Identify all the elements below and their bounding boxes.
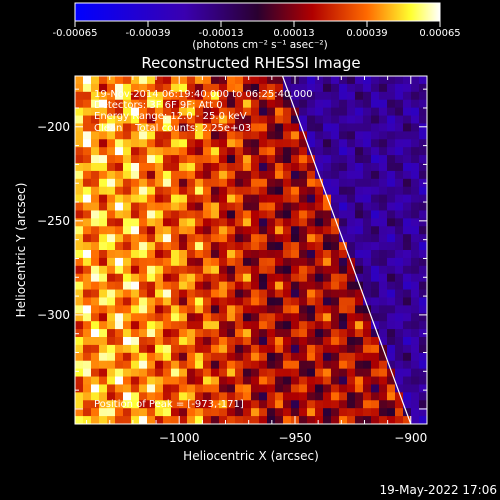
y-tick-label: −300 <box>37 308 70 322</box>
colorbar-tick-label: -0.00013 <box>199 28 244 39</box>
x-tick-label: −900 <box>394 431 427 445</box>
y-axis: −200 −250 −300 <box>37 88 427 410</box>
colorbar <box>74 2 441 22</box>
info-line-time: 19-Nov-2014 06:19:40.000 to 06:25:40.000 <box>94 89 313 100</box>
colorbar-ticks <box>74 21 441 27</box>
colorbar-tick-labels: -0.00065 -0.00039 -0.00013 0.00013 0.00039 0.… <box>53 28 461 39</box>
solar-limb-line <box>281 76 412 424</box>
colorbar-unit-label: (photons cm⁻² s⁻¹ asec⁻²) <box>192 39 327 51</box>
footer-timestamp: 19-May-2022 17:06 <box>380 483 497 497</box>
info-line-energy: Energy Range: 12.0 - 25.0 keV <box>94 111 247 122</box>
x-tick-label: −1000 <box>159 431 200 445</box>
heatmap-image <box>75 76 427 424</box>
colorbar-tick-label: -0.00065 <box>53 28 98 39</box>
colorbar-tick-label: 0.00039 <box>346 28 387 39</box>
info-line-clean: Clean Total counts: 2.25e+03 <box>94 123 251 134</box>
colorbar-tick-label: 0.00065 <box>419 28 460 39</box>
x-tick-label: −950 <box>279 431 312 445</box>
colorbar-tick-label: -0.00039 <box>126 28 171 39</box>
info-line-detectors: Detectors: 3F 6F 9F; Att 0 <box>94 100 223 111</box>
y-axis-label: Heliocentric Y (arcsec) <box>14 183 28 318</box>
plot-frame <box>74 75 428 425</box>
peak-position-label: Position of Peak = [-973,-171] <box>94 399 244 410</box>
colorbar-tick-label: 0.00013 <box>273 28 314 39</box>
y-tick-label: −250 <box>37 214 70 228</box>
x-axis: −1000 −950 −900 <box>86 76 427 445</box>
x-axis-label: Heliocentric X (arcsec) <box>183 449 319 463</box>
chart-title: Reconstructed RHESSI Image <box>141 54 360 72</box>
y-tick-label: −200 <box>37 120 70 134</box>
info-block: 19-Nov-2014 06:19:40.000 to 06:25:40.000… <box>94 89 313 134</box>
